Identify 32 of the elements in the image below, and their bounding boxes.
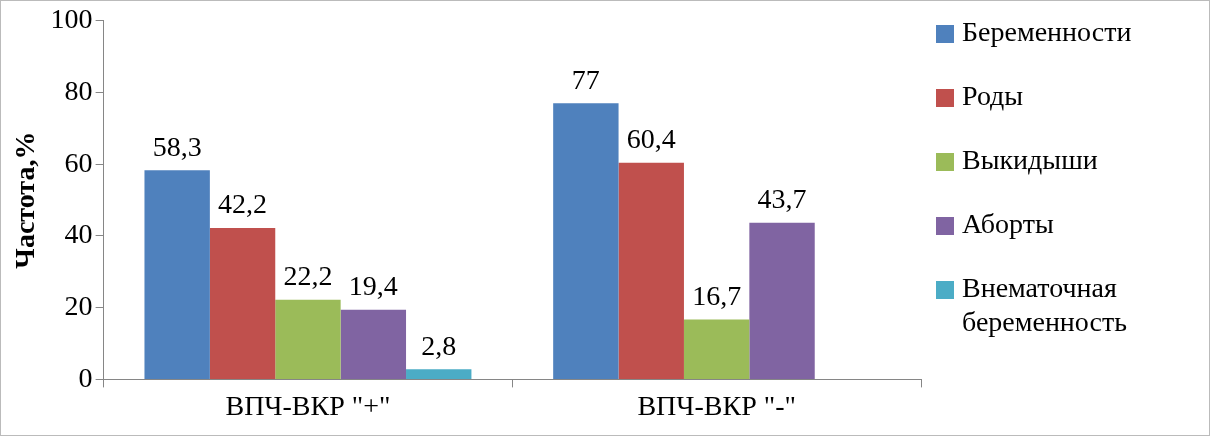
data-label: 22,2 bbox=[283, 260, 333, 292]
bar bbox=[553, 103, 619, 379]
bar bbox=[144, 170, 210, 379]
bar bbox=[406, 369, 472, 379]
legend-label: Роды bbox=[962, 79, 1024, 113]
data-label: 58,3 bbox=[152, 130, 202, 162]
data-label: 77 bbox=[571, 63, 600, 95]
y-tick-label: 40 bbox=[64, 218, 93, 250]
data-label: 16,7 bbox=[692, 279, 742, 311]
legend-label: Внематочная беременность bbox=[962, 271, 1128, 339]
y-tick-label: 100 bbox=[50, 3, 93, 35]
y-tick-label: 60 bbox=[64, 146, 93, 178]
data-label: 42,2 bbox=[218, 188, 268, 220]
y-tick-label: 20 bbox=[64, 290, 93, 322]
data-label: 2,8 bbox=[421, 329, 457, 361]
x-tick-label: ВПЧ-ВКР "+" bbox=[225, 389, 391, 421]
y-tick-label: 80 bbox=[64, 74, 93, 106]
x-tick-label: ВПЧ-ВКР "-" bbox=[637, 389, 796, 421]
data-label: 19,4 bbox=[348, 270, 398, 302]
bar bbox=[749, 222, 815, 379]
bar bbox=[618, 162, 684, 379]
legend-label: Выкидыши bbox=[962, 143, 1098, 177]
bar bbox=[340, 309, 407, 379]
bar bbox=[683, 319, 750, 379]
y-tick-label: 0 bbox=[78, 361, 93, 393]
bar bbox=[275, 299, 341, 379]
legend-label: Аборты bbox=[962, 207, 1054, 241]
data-label: 43,7 bbox=[757, 183, 807, 215]
data-label: 60,4 bbox=[626, 123, 676, 155]
y-axis-title: Частота,% bbox=[9, 131, 41, 269]
legend-label: Беременности bbox=[962, 15, 1132, 49]
bar bbox=[209, 228, 276, 379]
